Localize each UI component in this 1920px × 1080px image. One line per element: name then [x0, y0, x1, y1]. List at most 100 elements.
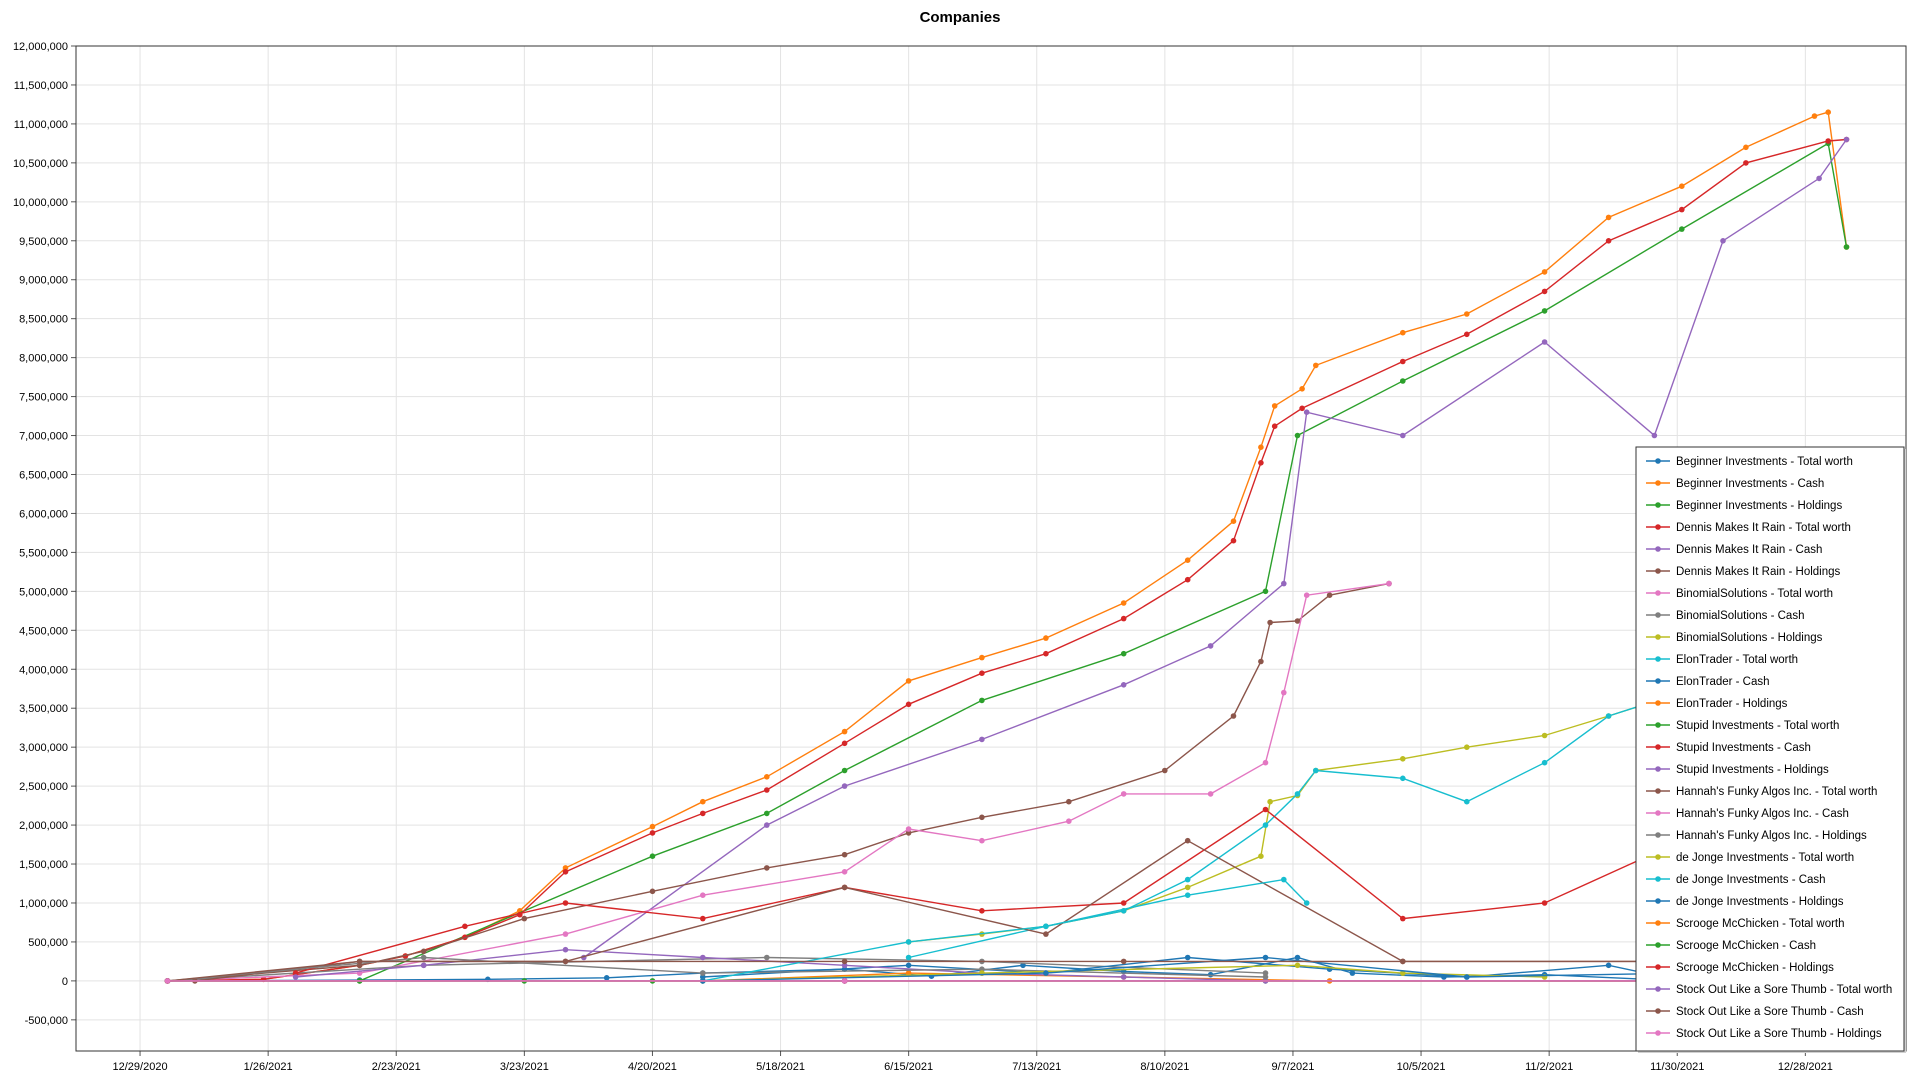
- legend-item: ElonTrader - Total worth: [1646, 654, 1798, 666]
- data-point: [1230, 518, 1237, 524]
- data-point: [1184, 892, 1191, 898]
- data-point: [700, 954, 706, 961]
- data-point: [841, 958, 848, 965]
- data-point: [841, 851, 848, 858]
- data-point: [1120, 974, 1127, 980]
- data-point: [1326, 592, 1333, 598]
- grid-lines: [76, 45, 1906, 1051]
- legend-label: Beginner Investments - Cash: [1676, 478, 1824, 490]
- data-point: [420, 954, 427, 961]
- legend-label: Stock Out Like a Sore Thumb - Holdings: [1676, 1028, 1882, 1040]
- legend-item: Scrooge McChicken - Total worth: [1646, 918, 1845, 930]
- data-point: [1400, 329, 1406, 336]
- legend-item: ElonTrader - Holdings: [1646, 698, 1788, 710]
- series-8: [905, 689, 1685, 945]
- legend-swatch-marker: [1655, 832, 1661, 838]
- data-point: [1271, 423, 1278, 430]
- series-6: [164, 580, 1392, 984]
- y-tick-label: 12,000,000: [13, 41, 68, 53]
- data-point: [1184, 557, 1191, 563]
- legend-label: Scrooge McChicken - Cash: [1676, 940, 1816, 952]
- data-point: [420, 962, 427, 969]
- plot-frame: [75, 45, 1907, 1052]
- series-1: [164, 109, 1850, 984]
- chart-title: Companies: [919, 9, 1001, 26]
- data-point: [1313, 767, 1319, 774]
- data-point: [1720, 238, 1726, 244]
- data-point: [1400, 915, 1406, 922]
- legend-swatch-marker: [1655, 656, 1661, 662]
- data-point: [1262, 806, 1269, 813]
- legend-swatch-marker: [1655, 590, 1661, 596]
- data-point: [979, 908, 985, 914]
- y-tick-label: 11,000,000: [14, 119, 68, 131]
- legend-swatch-marker: [1655, 788, 1661, 794]
- data-point: [905, 701, 912, 708]
- x-tick-label: 10/5/2021: [1397, 1061, 1446, 1073]
- data-point: [1843, 244, 1850, 250]
- legend-label: de Jonge Investments - Cash: [1676, 874, 1826, 886]
- legend-item: Beginner Investments - Total worth: [1646, 456, 1853, 468]
- data-point: [764, 822, 770, 828]
- legend-swatch-marker: [1655, 876, 1661, 882]
- data-point: [1679, 226, 1685, 232]
- legend-label: Scrooge McChicken - Holdings: [1676, 962, 1834, 974]
- legend-swatch-marker: [1655, 678, 1661, 684]
- data-point: [1120, 900, 1127, 906]
- legend-swatch-marker: [1655, 546, 1661, 552]
- series-line: [167, 582, 1390, 982]
- legend-item: ElonTrader - Cash: [1646, 676, 1770, 688]
- data-point: [1043, 650, 1049, 657]
- data-point: [841, 728, 848, 735]
- data-point: [1043, 923, 1049, 930]
- data-point: [1400, 378, 1406, 384]
- series-2: [164, 140, 1850, 984]
- data-point: [1541, 308, 1548, 314]
- data-point: [979, 814, 985, 821]
- x-tick-label: 8/10/2021: [1140, 1061, 1189, 1073]
- data-point: [841, 884, 848, 891]
- data-point: [603, 975, 610, 981]
- data-point: [562, 958, 569, 965]
- data-point: [841, 978, 848, 984]
- data-point: [562, 900, 569, 906]
- legend-label: ElonTrader - Cash: [1676, 676, 1770, 688]
- x-tick-label: 9/7/2021: [1272, 1061, 1315, 1073]
- legend-item: Stupid Investments - Cash: [1646, 742, 1811, 754]
- legend-swatch-marker: [1655, 810, 1661, 816]
- data-point: [1400, 958, 1406, 965]
- legend-label: Dennis Makes It Rain - Cash: [1676, 544, 1822, 556]
- data-point: [1825, 138, 1831, 144]
- data-point: [979, 670, 985, 676]
- legend-swatch-marker: [1655, 1008, 1661, 1014]
- data-point: [462, 923, 468, 930]
- legend-item: Stock Out Like a Sore Thumb - Holdings: [1646, 1028, 1882, 1040]
- series-line: [295, 808, 1683, 974]
- x-tick-label: 3/23/2021: [500, 1061, 549, 1073]
- data-point: [841, 962, 848, 969]
- data-point: [1020, 962, 1026, 969]
- legend-box: [1635, 446, 1905, 1052]
- data-point: [1258, 658, 1264, 665]
- data-point: [1120, 682, 1127, 688]
- data-point: [1464, 974, 1470, 980]
- legend-item: de Jonge Investments - Cash: [1646, 874, 1826, 886]
- data-point: [979, 966, 985, 972]
- legend-swatch-marker: [1655, 612, 1661, 618]
- data-point: [649, 888, 656, 895]
- data-point: [1541, 288, 1548, 295]
- data-point: [562, 865, 569, 871]
- legend-swatch-marker: [1655, 964, 1661, 970]
- data-point: [1262, 954, 1269, 961]
- legend-label: ElonTrader - Holdings: [1676, 698, 1788, 710]
- data-point: [1281, 580, 1287, 587]
- data-point: [905, 826, 912, 832]
- data-point: [1294, 618, 1301, 624]
- legend-item: de Jonge Investments - Holdings: [1646, 896, 1844, 908]
- series-line: [583, 139, 1848, 959]
- data-point: [1651, 432, 1658, 439]
- data-point: [1184, 884, 1191, 891]
- data-point: [841, 740, 848, 747]
- legend-label: Stupid Investments - Total worth: [1676, 720, 1839, 732]
- legend-label: Stock Out Like a Sore Thumb - Cash: [1676, 1006, 1864, 1018]
